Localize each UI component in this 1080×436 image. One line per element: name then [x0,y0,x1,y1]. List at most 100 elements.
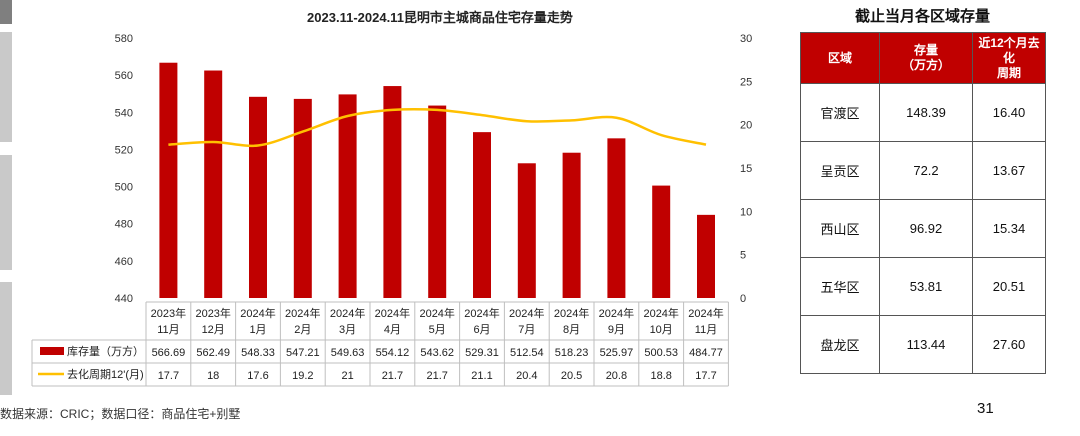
table-value-stock: 484.77 [689,347,723,359]
table-value-cycle: 19.2 [292,370,313,382]
bar [607,138,626,298]
region-cycle: 15.34 [972,199,1046,258]
bar [383,86,402,298]
y-left-tick-label: 520 [115,144,133,156]
table-value-stock: 562.49 [196,347,230,359]
table-value-stock: 549.63 [331,347,365,359]
x-tick-label-month: 4月 [384,324,401,336]
table-value-cycle: 21.7 [382,370,403,382]
table-value-stock: 525.97 [600,347,634,359]
bar [338,94,357,298]
table-row: 西山区 96.92 15.34 [800,199,1046,258]
x-tick-label-year: 2024年 [599,306,634,320]
bar [517,163,536,298]
table-value-stock: 548.33 [241,347,275,359]
region-stock: 96.92 [879,199,973,258]
table-value-stock: 543.62 [420,347,454,359]
table-row: 五华区 53.81 20.51 [800,257,1046,316]
x-tick-label-year: 2024年 [285,306,320,320]
table-value-cycle: 17.7 [158,370,179,382]
x-tick-label-month: 11月 [157,324,179,336]
y-right-tick-label: 25 [740,76,752,88]
bar [159,62,178,299]
y-left-tick-label: 440 [115,293,133,305]
x-tick-label-year: 2023年 [195,306,230,320]
header-stock: 存量 （万方） [879,32,973,84]
y-right-tick-label: 10 [740,206,752,218]
y-right-tick-label: 30 [740,33,752,45]
x-tick-label-month: 1月 [249,324,266,336]
header-cycle: 近12个月去化 周期 [972,32,1046,84]
y-right-tick-label: 20 [740,120,752,132]
x-tick-label-month: 5月 [429,324,446,336]
x-tick-label-year: 2024年 [509,306,544,320]
table-value-cycle: 21.7 [426,370,447,382]
table-value-cycle: 20.8 [606,370,627,382]
legend-line-label: 去化周期12'(月) [67,367,144,381]
y-right-tick-label: 5 [740,250,746,262]
bar [697,214,715,298]
table-value-stock: 512.54 [510,347,544,359]
x-tick-label-year: 2024年 [464,306,499,320]
y-right-tick-label: 15 [740,163,752,175]
x-tick-label-year: 2024年 [419,306,454,320]
table-value-cycle: 21 [341,370,353,382]
y-left-tick-label: 480 [115,219,133,231]
y-left-tick-label: 580 [115,33,133,45]
left-edge-decoration [0,0,12,395]
table-value-cycle: 18.8 [650,370,671,382]
region-stock: 53.81 [879,257,973,316]
x-tick-label-year: 2024年 [240,306,275,320]
region-cycle: 16.40 [972,83,1046,142]
y-left-tick-label: 500 [115,182,133,194]
y-right-tick-label: 0 [740,293,746,305]
x-tick-label-month: 6月 [473,324,490,336]
region-name: 五华区 [800,257,880,316]
region-cycle: 20.51 [972,257,1046,316]
x-tick-label-month: 12月 [202,324,225,336]
y-left-tick-label: 540 [115,107,133,119]
data-source-note: 数据来源：CRIC；数据口径：商品住宅+别墅 [0,407,241,421]
region-table-title: 截止当月各区域存量 [854,8,990,25]
table-value-cycle: 17.6 [247,370,268,382]
x-tick-label-year: 2024年 [643,306,678,320]
x-tick-label-year: 2024年 [554,306,589,320]
header-cycle-line1: 近12个月去化 [978,35,1040,65]
table-row: 官渡区 148.39 16.40 [800,83,1046,142]
region-name: 西山区 [800,199,880,258]
table-value-stock: 566.69 [152,347,186,359]
x-tick-label-year: 2024年 [330,306,365,320]
bar [652,185,671,298]
x-tick-label-month: 11月 [695,324,717,336]
header-stock-line1: 存量 [913,43,938,57]
region-stock-table: 区域 存量 （万方） 近12个月去化 周期 官渡区 148.39 16.40 呈贡区… [800,32,1046,374]
y-left-tick-label: 560 [115,70,133,82]
x-tick-label-month: 3月 [339,324,356,336]
x-tick-label-month: 10月 [650,324,673,336]
table-value-cycle: 20.4 [516,370,537,382]
table-value-stock: 547.21 [286,347,320,359]
table-value-stock: 500.53 [644,347,678,359]
header-region: 区域 [800,32,880,84]
bar [293,98,312,298]
region-stock: 113.44 [879,315,973,374]
series-line [168,107,707,148]
bar [204,70,223,298]
x-tick-label-year: 2024年 [688,306,723,320]
table-row: 盘龙区 113.44 27.60 [800,315,1046,374]
y-left-tick-label: 460 [115,256,133,268]
table-value-stock: 529.31 [465,347,499,359]
region-name: 盘龙区 [800,315,880,374]
bar [249,96,267,299]
bar [562,152,581,298]
region-stock: 72.2 [879,141,973,200]
legend-bar-label: 库存量（万方） [67,344,144,358]
table-value-cycle: 17.7 [695,370,716,382]
table-value-stock: 518.23 [555,347,589,359]
table-value-cycle: 21.1 [471,370,492,382]
region-cycle: 13.67 [972,141,1046,200]
table-value-cycle: 20.5 [561,370,582,382]
table-row: 呈贡区 72.2 13.67 [800,141,1046,200]
chart: 440 460 480 500 520 540 560 580 0 5 10 15 20 25 30 2023… [31,33,752,387]
x-tick-label-year: 2024年 [375,306,410,320]
